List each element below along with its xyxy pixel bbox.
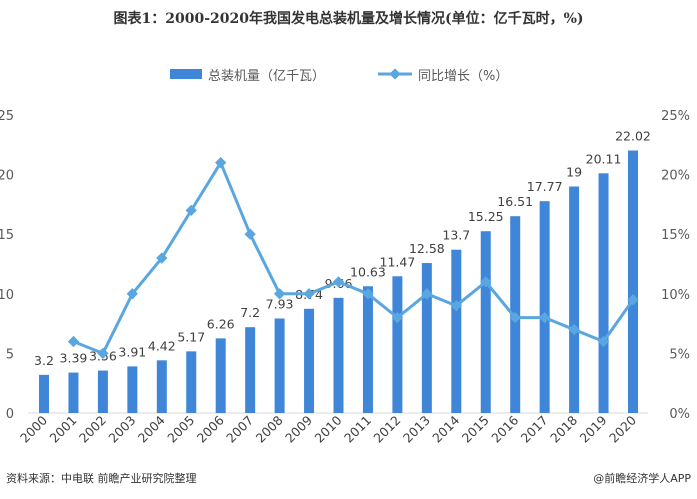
bar-data-label: 11.47 [380, 254, 416, 269]
growth-marker [627, 294, 639, 306]
growth-marker [362, 288, 374, 300]
bar [480, 231, 491, 413]
right-tick-label: 15% [661, 228, 690, 243]
bar-data-label: 7.2 [240, 305, 260, 320]
x-tick-label: 2004 [135, 412, 168, 445]
bar-data-label: 6.26 [207, 316, 235, 331]
growth-marker [332, 276, 345, 288]
left-tick-label: 15 [0, 228, 14, 243]
x-tick-label: 2010 [312, 412, 345, 445]
growth-marker [244, 228, 256, 240]
right-tick-label: 5% [669, 347, 690, 362]
x-tick-label: 2008 [253, 412, 286, 445]
x-tick-label: 2019 [577, 412, 610, 445]
bar [451, 249, 462, 413]
bar-data-label: 22.02 [615, 129, 651, 144]
bar [392, 276, 403, 413]
brand-note: @前瞻经济学人APP [593, 472, 691, 485]
left-tick-label: 5 [6, 347, 14, 362]
growth-marker [303, 288, 315, 300]
legend-label-line: 同比增长（%） [418, 69, 508, 84]
growth-marker [597, 335, 610, 348]
growth-marker [126, 288, 139, 300]
x-tick-label: 2014 [429, 412, 462, 445]
growth-marker [67, 335, 80, 348]
growth-marker [273, 288, 286, 300]
x-tick-label: 2013 [400, 413, 433, 446]
bar [569, 186, 580, 413]
bar [127, 366, 138, 413]
left-tick-label: 0 [6, 407, 14, 422]
bar [156, 360, 167, 413]
x-tick-label: 2006 [194, 412, 227, 445]
x-tick-label: 2017 [518, 413, 551, 446]
bar [333, 297, 344, 413]
bar-data-label: 3.91 [118, 344, 146, 359]
bar [68, 372, 79, 413]
growth-marker [509, 311, 521, 324]
growth-marker [185, 204, 197, 217]
growth-marker [391, 311, 404, 324]
right-tick-label: 10% [661, 288, 690, 303]
bar [628, 150, 638, 413]
x-tick-label: 2012 [370, 413, 403, 446]
legend-label-bar: 总装机量（亿千瓦） [208, 69, 325, 84]
growth-marker [215, 157, 227, 169]
growth-marker [421, 288, 433, 300]
bar [421, 263, 432, 413]
bar-data-label: 20.11 [586, 151, 622, 166]
bar [598, 173, 609, 413]
bar-data-label: 17.77 [527, 179, 563, 194]
x-tick-label: 2005 [164, 413, 197, 446]
bar [304, 308, 315, 413]
bar-data-label: 13.7 [442, 228, 470, 243]
bar-data-label: 12.58 [409, 241, 445, 256]
bar [274, 318, 285, 413]
bar [39, 374, 49, 413]
growth-marker [568, 323, 580, 336]
right-tick-label: 0% [669, 407, 690, 422]
bar [245, 327, 256, 413]
left-tick-label: 20 [0, 169, 14, 184]
bar [215, 338, 226, 413]
x-tick-label: 2020 [606, 412, 639, 445]
bar-data-label: 4.42 [148, 338, 176, 353]
right-tick-label: 20% [661, 169, 690, 184]
bar-data-label: 3.2 [34, 353, 54, 368]
legend-swatch-bar [170, 69, 202, 79]
left-tick-label: 25 [0, 109, 14, 124]
x-tick-label: 2015 [459, 413, 492, 446]
left-tick-label: 10 [0, 288, 14, 303]
growth-marker [538, 311, 551, 324]
bar [362, 286, 373, 413]
bar-data-label: 15.25 [468, 209, 504, 224]
x-tick-label: 2007 [223, 413, 256, 446]
x-tick-label: 2003 [105, 413, 138, 446]
growth-marker [480, 276, 492, 288]
bar [186, 351, 197, 413]
x-tick-label: 2000 [17, 412, 50, 445]
chart: 0 5 10 15 20 25 0% 5% 10% 15% 20% 25% 3.2 2000 3.39 200… [0, 68, 690, 446]
x-tick-label: 2001 [46, 413, 79, 446]
bar-data-label: 5.17 [177, 329, 205, 344]
right-tick-label: 25% [661, 109, 690, 124]
x-tick-label: 2002 [76, 413, 109, 446]
x-tick-label: 2018 [547, 412, 580, 445]
chart-title: 图表1：2000-2020年我国发电总装机量及增长情况(单位：亿千瓦时，%) [113, 11, 584, 27]
bar-data-label: 10.63 [350, 264, 386, 279]
x-tick-label: 2009 [282, 412, 315, 445]
x-tick-label: 2016 [488, 412, 521, 445]
bar-data-label: 7.93 [266, 296, 294, 311]
bar [539, 201, 550, 413]
x-tick-label: 2011 [341, 413, 374, 446]
bar-data-label: 19 [566, 165, 582, 180]
source-note: 资料来源：中电联 前瞻产业研究院整理 [6, 472, 197, 485]
bar-data-label: 3.39 [60, 351, 88, 366]
growth-marker [450, 300, 462, 312]
bar-data-label: 16.51 [497, 194, 533, 209]
legend-swatch-marker [389, 68, 401, 80]
bar [97, 370, 108, 413]
